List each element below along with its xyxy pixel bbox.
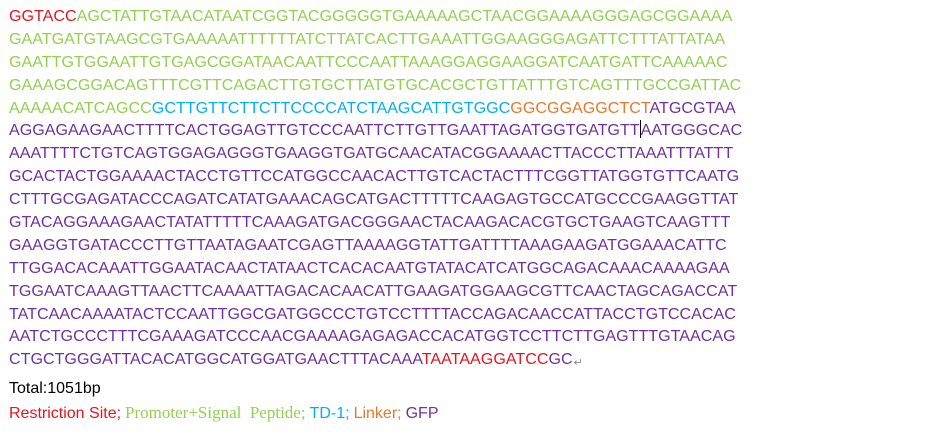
sequence-line: CTTTGCGAGATACCCAGATCATATGAAACAGCATGACTTT… xyxy=(9,188,921,211)
legend-item-restriction: Restriction Site; xyxy=(9,405,122,422)
promoter-signal-peptide-segment: GAATGATGTAAGCGTGAAAAATTTTTTATCTTATCACTTG… xyxy=(9,29,726,48)
gfp-segment: TATCAACAAAATACTCCAATTGGCGATGGCCCTGTCCTTT… xyxy=(9,304,736,323)
sequence-line: GAAGGTGATACCCTTGTTAATAGAATCGAGTTAAAAGGTA… xyxy=(9,234,921,257)
gfp-segment: AAATTTTCTGTCAGTGGAGAGGGTGAAGGTGATGCAACAT… xyxy=(9,144,734,163)
gfp-segment: AGGAGAAGAACTTTTCACTGGAGTTGTCCCAATTCTTGTT… xyxy=(9,121,640,140)
sequence-line: GTACAGGAAAGAACTATATTTTTCAAAGATGACGGGAACT… xyxy=(9,211,921,234)
legend-item-td1: TD-1; xyxy=(309,405,350,422)
promoter-signal-peptide-segment: GAATTGTGGAATTGTGAGCGGATAACAATTCCCAATTAAA… xyxy=(9,52,728,71)
gfp-segment: CTTTGCGAGATACCCAGATCATATGAAACAGCATGACTTT… xyxy=(9,190,739,209)
sequence-line: TTGGACACAAATTGGAATACAACTATAACTCACACAATGT… xyxy=(9,257,921,280)
sequence-line: GGTACCAGCTATTGTAACATAATCGGTACGGGGGTGAAAA… xyxy=(9,5,921,28)
legend-item-promoter: Promoter+Signal Peptide; xyxy=(125,403,306,422)
text-cursor xyxy=(639,120,641,139)
linker-segment: GGCGGAGGCTCT xyxy=(510,98,650,117)
sequence-line: AATCTGCCCTTTCGAAAGATCCCAACGAAAAGAGAGACCA… xyxy=(9,325,921,348)
sequence-line: GAAAGCGGACAGTTTCGTTCAGACTTGTGCTTATGTGCAC… xyxy=(9,74,921,97)
sequence-line: AAAAACATCAGCCGCTTGTTCTTCTTCCCCATCTAAGCAT… xyxy=(9,97,921,120)
legend-item-linker: Linker; xyxy=(353,405,402,422)
sequence-line: TATCAACAAAATACTCCAATTGGCGATGGCCCTGTCCTTT… xyxy=(9,303,921,326)
gfp-segment: GCACTACTGGAAAACTACCTGTTCCATGGCCAACACTTGT… xyxy=(9,167,740,186)
paragraph-mark-icon: ↵ xyxy=(573,357,583,370)
sequence-line: AAATTTTCTGTCAGTGGAGAGGGTGAAGGTGATGCAACAT… xyxy=(9,142,921,165)
gfp-segment: TGGAATCAAAGTTAACTTCAAAATTAGACACAACATTGAA… xyxy=(9,281,738,300)
td1-segment: GCTTGTTCTTCTTCCCCATCTAAGCATTGTGGC xyxy=(151,98,511,117)
gfp-segment: CTGCTGGGATTACACATGGCATGGATGAACTTTACAAA xyxy=(9,350,422,369)
gfp-segment: ATGCGTAA xyxy=(649,98,736,117)
sequence-line: GAATTGTGGAATTGTGAGCGGATAACAATTCCCAATTAAA… xyxy=(9,51,921,74)
total-length: Total:1051bp xyxy=(9,380,101,397)
gfp-segment: AATCTGCCCTTTCGAAAGATCCCAACGAAAAGAGAGACCA… xyxy=(9,327,736,346)
gfp-segment: AATGGGCAC xyxy=(640,121,743,140)
gfp-segment: GTACAGGAAAGAACTATATTTTTCAAAGATGACGGGAACT… xyxy=(9,213,731,232)
sequence-line: GAATGATGTAAGCGTGAAAAATTTTTTATCTTATCACTTG… xyxy=(9,28,921,51)
sequence-line: TGGAATCAAAGTTAACTTCAAAATTAGACACAACATTGAA… xyxy=(9,280,921,303)
legend-item-gfp: GFP xyxy=(405,405,439,422)
gfp-segment: GC xyxy=(548,350,573,369)
sequence-line: GCACTACTGGAAAACTACCTGTTCCATGGCCAACACTTGT… xyxy=(9,165,921,188)
restriction-site-segment: GGTACC xyxy=(9,7,77,25)
sequence-text: GGTACCAGCTATTGTAACATAATCGGTACGGGGGTGAAAA… xyxy=(9,5,921,371)
sequence-line: CTGCTGGGATTACACATGGCATGGATGAACTTTACAAATA… xyxy=(9,348,921,371)
restriction-site-segment: TAATAAGGATCC xyxy=(421,350,549,369)
gfp-segment: TTGGACACAAATTGGAATACAACTATAACTCACACAATGT… xyxy=(9,258,730,277)
promoter-signal-peptide-segment: AGCTATTGTAACATAATCGGTACGGGGGTGAAAAAGCTAA… xyxy=(76,7,733,25)
sequence-line: AGGAGAAGAACTTTTCACTGGAGTTGTCCCAATTCTTGTT… xyxy=(9,119,921,142)
color-legend: Restriction Site; Promoter+Signal Peptid… xyxy=(9,403,439,423)
promoter-signal-peptide-segment: GAAAGCGGACAGTTTCGTTCAGACTTGTGCTTATGTGCAC… xyxy=(9,75,742,94)
promoter-signal-peptide-segment: AAAAACATCAGCC xyxy=(9,98,152,117)
gfp-segment: GAAGGTGATACCCTTGTTAATAGAATCGAGTTAAAAGGTA… xyxy=(9,235,727,254)
